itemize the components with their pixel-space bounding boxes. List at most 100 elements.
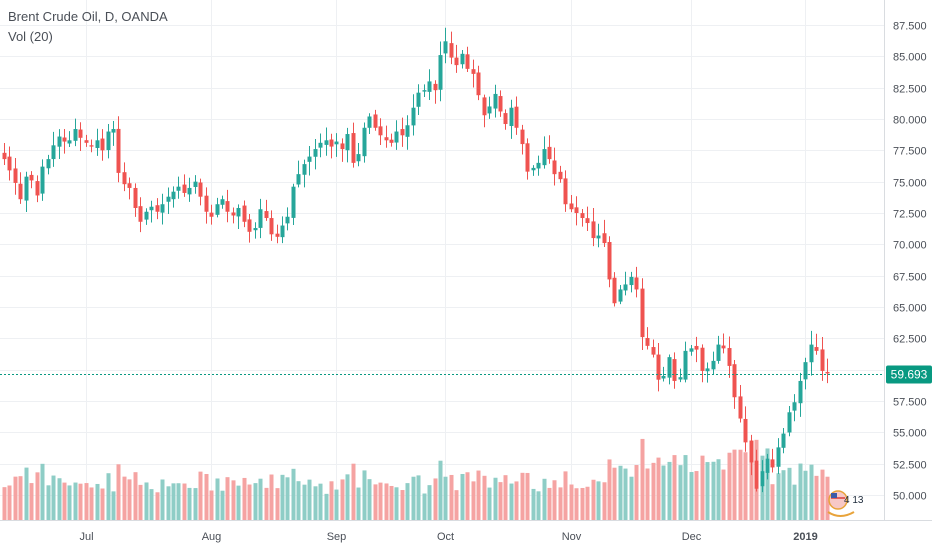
volume-bar — [334, 489, 339, 520]
candle-body — [602, 233, 607, 244]
x-tick-label: Nov — [562, 531, 582, 543]
candle-body — [460, 53, 465, 65]
candle-body — [525, 143, 530, 172]
last-price-label: 59.693 — [891, 368, 928, 382]
volume-bar — [394, 487, 399, 520]
candle-body — [498, 96, 503, 112]
candle-body — [324, 140, 329, 145]
candle-body — [738, 396, 743, 419]
candle-body — [106, 131, 111, 151]
volume-bar — [160, 479, 165, 520]
volume-bar — [122, 476, 127, 520]
candle-body — [198, 182, 203, 197]
candle-body — [2, 152, 7, 160]
candle-body — [204, 195, 209, 212]
candle-body — [378, 126, 383, 136]
candle-body — [264, 211, 269, 219]
volume-bar — [591, 479, 596, 520]
candle-body — [552, 160, 557, 175]
y-tick-label: 52.500 — [893, 460, 927, 472]
volume-bar — [618, 465, 623, 520]
time-axis-background[interactable] — [0, 521, 932, 550]
chart-legend: Brent Crude Oil, D, OANDA Vol (20) — [8, 7, 168, 47]
price-axis-background[interactable] — [885, 0, 932, 550]
volume-bar — [127, 479, 132, 520]
candle-body — [716, 344, 721, 361]
volume-bar — [144, 482, 149, 520]
x-tick-label: Dec — [682, 531, 702, 543]
candle-body — [683, 350, 688, 380]
candle-body — [732, 364, 737, 398]
candle-body — [820, 349, 825, 371]
candle-body — [258, 209, 263, 228]
volume-bar — [384, 483, 389, 520]
candle-body — [514, 106, 519, 128]
candle-body — [182, 184, 187, 193]
candle-body — [476, 72, 481, 96]
candle-body — [40, 166, 45, 194]
volume-bar — [558, 487, 563, 520]
volume-bar — [373, 484, 378, 520]
volume-bar — [503, 475, 508, 520]
volume-bar — [738, 449, 743, 520]
volume-bar — [651, 462, 656, 520]
volume-bar — [683, 455, 688, 520]
candle-body — [700, 347, 705, 371]
candle-body — [678, 377, 683, 380]
volume-bar — [247, 484, 252, 520]
volume-bar — [258, 478, 263, 520]
candle-body — [291, 186, 296, 218]
candle-body — [629, 276, 634, 286]
candle-body — [640, 288, 645, 338]
volume-bar — [427, 485, 432, 520]
candle-body — [433, 83, 438, 91]
candle-body — [389, 139, 394, 143]
candle-body — [394, 131, 399, 143]
volume-bar — [204, 473, 209, 520]
candle-body — [269, 218, 274, 235]
volume-bar — [275, 488, 280, 520]
volume-bar — [2, 487, 7, 520]
volume-bar — [149, 489, 154, 520]
candle-body — [569, 203, 574, 210]
candle-body — [803, 362, 808, 380]
candle-body — [144, 211, 149, 220]
candle-body — [487, 106, 492, 114]
candle-body — [471, 69, 476, 74]
volume-bar — [57, 478, 62, 520]
flag-icon-canton — [831, 493, 837, 498]
candle-body — [612, 277, 617, 304]
candle-body — [509, 107, 514, 126]
candle-body — [95, 140, 100, 148]
candle-body — [127, 183, 132, 188]
volume-bar — [482, 475, 487, 520]
volume-label: Vol (20) — [8, 29, 53, 44]
candle-body — [29, 174, 34, 181]
volume-bar — [580, 487, 585, 520]
volume-bar — [307, 479, 312, 520]
event-badge[interactable]: 4 13 — [827, 490, 864, 517]
volume-bar — [106, 473, 111, 520]
volume-bar — [749, 448, 754, 520]
candle-body — [743, 418, 748, 443]
volume-bar — [667, 461, 672, 520]
candle-body — [787, 412, 792, 433]
candle-body — [694, 345, 699, 350]
volume-bar — [302, 484, 307, 520]
volume-bar — [351, 463, 356, 520]
volume-bar — [198, 471, 203, 520]
candle-body — [35, 181, 40, 196]
candle-body — [781, 433, 786, 448]
candle-body — [46, 159, 51, 169]
volume-bar — [155, 492, 160, 520]
volume-bar — [46, 485, 51, 520]
candle-body — [356, 154, 361, 162]
candle-body — [236, 207, 241, 217]
candle-body — [438, 55, 443, 90]
candle-body — [656, 354, 661, 380]
candle-body — [155, 205, 160, 212]
volume-bar — [732, 449, 737, 520]
